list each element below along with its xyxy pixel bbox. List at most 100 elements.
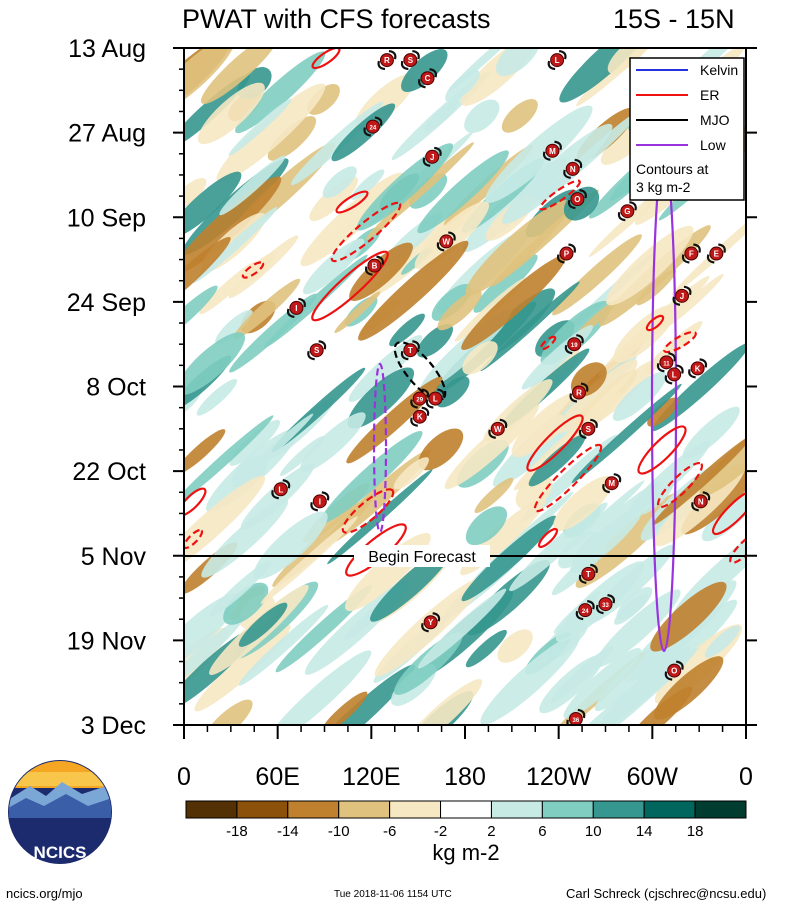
- storm-dot: [578, 603, 593, 618]
- colorbar-swatch: [541, 800, 594, 819]
- storm-marker: 19: [564, 334, 584, 355]
- storm-label: P: [564, 250, 570, 259]
- footer-url[interactable]: ncics.org/mjo: [6, 886, 83, 901]
- storm-marker: 29: [410, 388, 430, 409]
- pwat-anomaly-patch: [461, 255, 566, 350]
- storm-tail: [564, 334, 584, 355]
- er-contour: [711, 488, 746, 536]
- pwat-anomaly-patch: [612, 371, 667, 421]
- storm-label: 29: [416, 398, 423, 404]
- er-contour: [537, 527, 559, 549]
- y-tick-label: 8 Oct: [86, 374, 146, 402]
- storm-marker: L: [547, 49, 567, 71]
- pwat-anomaly-patch: [184, 429, 226, 475]
- storm-tail: [602, 473, 622, 494]
- colorbar-swatch: [694, 800, 747, 819]
- pwat-anomaly-patch: [558, 530, 599, 569]
- storm-marker: O: [567, 189, 587, 210]
- colorbar-swatch: [643, 800, 696, 819]
- pwat-anomaly-patch: [571, 383, 682, 483]
- legend-box: [629, 57, 745, 201]
- pwat-anomaly-patch: [563, 647, 642, 719]
- storm-label: F: [689, 250, 694, 259]
- storm-tail: [410, 406, 430, 427]
- colorbar-swatch: [185, 800, 238, 819]
- storm-label: 24: [370, 126, 377, 132]
- pwat-anomaly-patch: [417, 588, 507, 669]
- pwat-anomaly-patch: [184, 285, 218, 345]
- storm-marker: P: [556, 243, 576, 264]
- storm-marker: T: [400, 340, 420, 361]
- pwat-anomaly-patch: [465, 506, 508, 546]
- pwat-anomaly-patch: [402, 679, 483, 725]
- storm-tail: [364, 255, 384, 276]
- storm-label: J: [430, 153, 434, 162]
- pwat-anomaly-patch: [647, 397, 679, 427]
- colorbar-label: -6: [383, 823, 396, 840]
- y-tick-label: 22 Oct: [72, 458, 146, 486]
- storm-tail: [706, 243, 726, 264]
- storm-dot: [412, 391, 427, 406]
- pwat-anomaly-patch: [327, 469, 433, 565]
- footer-timestamp: Tue 2018-11-06 1154 UTC: [334, 889, 452, 900]
- pwat-anomaly-patch: [559, 48, 659, 103]
- storm-marker: C: [418, 68, 438, 89]
- storm-dot: [403, 343, 418, 358]
- storm-tail: [567, 189, 587, 210]
- storm-marker: I: [286, 297, 306, 319]
- pwat-anomaly-patch: [300, 172, 404, 267]
- axes: 13 Aug 27 Aug 10 Sep 24 Sep 8 Oct 22 Oct 5 Nov…: [67, 35, 757, 791]
- storm-dot: [581, 566, 596, 581]
- colorbar-label: 6: [538, 823, 546, 840]
- pwat-anomaly-patch: [320, 430, 423, 524]
- y-tick-label: 27 Aug: [68, 120, 146, 148]
- pwat-anomaly-patch: [515, 474, 553, 510]
- storm-marker: O: [664, 660, 684, 681]
- er-contour-negative: [533, 443, 603, 513]
- pwat-anomaly-patch: [616, 586, 653, 620]
- storm-dot: [289, 300, 304, 315]
- storm-label: 33: [602, 603, 609, 609]
- storm-dot: [559, 246, 574, 261]
- er-contour-negative: [241, 261, 265, 279]
- pwat-anomaly-patch: [409, 173, 448, 209]
- pwat-anomaly-patch: [606, 225, 694, 306]
- storm-tail: [664, 364, 684, 385]
- storm-label: G: [624, 207, 630, 216]
- pwat-anomaly-patch: [196, 378, 238, 416]
- x-tick-label: 60E: [255, 763, 299, 791]
- y-tick-label: 10 Sep: [67, 204, 146, 232]
- pwat-anomaly-patch: [417, 324, 454, 358]
- y-tick-label: 3 Dec: [81, 712, 146, 740]
- pwat-anomaly-patch: [653, 656, 724, 720]
- storm-label: L: [278, 485, 283, 494]
- storm-label: 19: [571, 343, 578, 349]
- storm-tail: [556, 243, 576, 264]
- pwat-anomaly-patch: [215, 309, 253, 345]
- storm-marker: K: [410, 406, 430, 427]
- y-tick-label: 13 Aug: [68, 35, 146, 63]
- storm-dot: [428, 391, 443, 406]
- pwat-anomaly-patch: [465, 200, 571, 296]
- storm-tail: [488, 418, 508, 439]
- storm-marker: R: [569, 382, 589, 403]
- storm-label: R: [576, 389, 582, 398]
- storm-tail: [542, 140, 562, 161]
- storm-label: S: [586, 425, 592, 434]
- storm-label: 36: [572, 718, 579, 724]
- storm-tail: [410, 388, 430, 409]
- storm-marker: M: [602, 473, 622, 494]
- pwat-anomaly-patch: [303, 664, 416, 725]
- pwat-anomaly-patch: [303, 238, 365, 295]
- storm-marker: F: [681, 243, 701, 264]
- pwat-anomaly-patch: [436, 376, 470, 408]
- storm-tail: [422, 146, 442, 167]
- storm-dot: [439, 234, 454, 249]
- storm-dot: [690, 361, 705, 376]
- chart-title: PWAT with CFS forecasts: [182, 4, 491, 34]
- storm-label: J: [680, 292, 684, 301]
- pwat-anomaly-patch: [501, 99, 538, 133]
- storm-dot: [365, 119, 380, 134]
- er-contour-negative: [539, 335, 557, 351]
